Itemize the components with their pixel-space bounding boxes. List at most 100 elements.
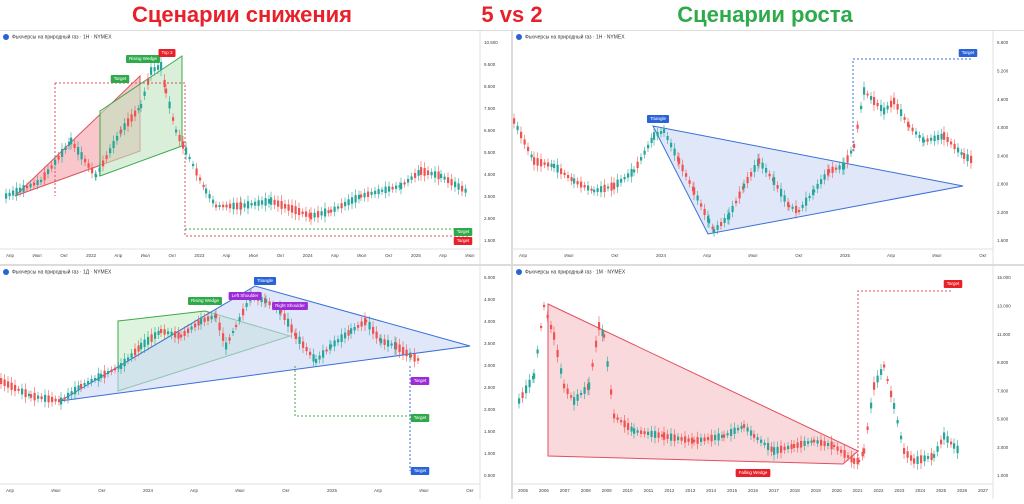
panel-header: Фьючерсы на природный газ · 1М · NYMEX [525, 268, 626, 275]
candle-body [190, 326, 193, 330]
candle-body [716, 225, 719, 230]
candle-body [543, 162, 546, 165]
candle-body [910, 455, 913, 461]
candle-body [298, 208, 301, 215]
candle-body [908, 124, 911, 128]
candle-body [64, 146, 67, 151]
candle-body [33, 392, 36, 401]
candle-body [147, 336, 150, 345]
candle-body [218, 204, 221, 208]
time-label: Апр [222, 253, 230, 258]
candle-body [540, 159, 543, 167]
candle-body [440, 173, 443, 179]
candle-body [40, 179, 43, 183]
candle-body [63, 397, 66, 400]
candle-body [883, 107, 886, 115]
time-label: 2023 [194, 253, 205, 258]
candle-body [560, 368, 563, 374]
candle-body [175, 129, 178, 133]
price-label: 9.000 [997, 360, 1009, 365]
candle-body [791, 206, 794, 209]
candle-body [918, 134, 921, 139]
candle-body [688, 180, 691, 184]
panel-bg [513, 31, 1024, 264]
candle-body [43, 172, 46, 181]
time-label: 2012 [664, 488, 675, 493]
candle-body [308, 213, 311, 218]
candle-body [14, 384, 17, 392]
candle-body [443, 176, 446, 180]
price-label: 5.000 [484, 275, 496, 280]
candle-body [773, 177, 776, 185]
candle-body [40, 396, 43, 400]
candle-body [107, 371, 110, 374]
candle-body [653, 132, 656, 140]
candle-body [666, 136, 669, 140]
candle-body [21, 388, 24, 395]
time-label: 2005 [518, 488, 529, 493]
candle-body [365, 319, 368, 323]
candle-body [543, 304, 546, 308]
candle-body [788, 204, 791, 208]
annotation-box [646, 115, 670, 123]
candle-body [120, 129, 123, 133]
candle-body [7, 381, 10, 388]
candle-body [798, 209, 801, 213]
candle-body [950, 141, 953, 145]
candle-body [147, 78, 150, 85]
candle-body [680, 437, 683, 441]
candle-body [833, 444, 836, 448]
candle-body [953, 443, 956, 449]
candle-body [225, 342, 228, 350]
candle-body [787, 202, 790, 207]
annotation-label: Target [414, 415, 427, 420]
annotation-label: Left Shoulder [232, 293, 259, 298]
candle-body [170, 331, 173, 336]
candle-body [513, 118, 516, 124]
candle-body [630, 426, 633, 432]
candle-body [28, 393, 31, 397]
candle-body [398, 185, 401, 188]
candle-body [880, 369, 883, 375]
candle-body [717, 433, 720, 441]
candle-body [140, 342, 143, 350]
candle-body [24, 389, 27, 398]
candle-body [943, 432, 946, 440]
time-label: Окт [282, 488, 290, 493]
candle-body [260, 296, 263, 303]
candle-body [192, 163, 195, 167]
candle-body [946, 436, 949, 443]
candle-body [516, 125, 519, 131]
price-label: 3.500 [484, 341, 496, 346]
candle-body [374, 190, 377, 195]
candle-body [36, 180, 39, 185]
candle-body [563, 383, 566, 389]
price-label: 1.500 [484, 238, 496, 243]
candle-body [177, 332, 180, 339]
candle-body [623, 420, 626, 428]
candle-body [876, 375, 879, 383]
candle-body [900, 435, 903, 440]
time-label: 2015 [727, 488, 738, 493]
annotation-box [126, 55, 160, 63]
candle-body [8, 192, 11, 197]
time-label: 2022 [873, 488, 884, 493]
time-label: Апр [6, 253, 14, 258]
time-label: 2011 [644, 488, 654, 493]
candle-body [808, 195, 811, 199]
candle-body [360, 321, 363, 327]
candle-body [457, 183, 460, 190]
price-label: 4.000 [484, 319, 496, 324]
candle-body [188, 156, 191, 160]
candle-body [298, 336, 301, 345]
candle-body [693, 439, 696, 443]
candle-body [530, 154, 533, 158]
candle-body [123, 358, 126, 367]
candle-body [187, 328, 190, 334]
candle-body [167, 331, 170, 335]
annotation-box [110, 75, 130, 83]
candle-body [243, 203, 246, 208]
candle-body [636, 430, 639, 433]
candle-body [590, 188, 593, 191]
candle-body [807, 441, 810, 444]
